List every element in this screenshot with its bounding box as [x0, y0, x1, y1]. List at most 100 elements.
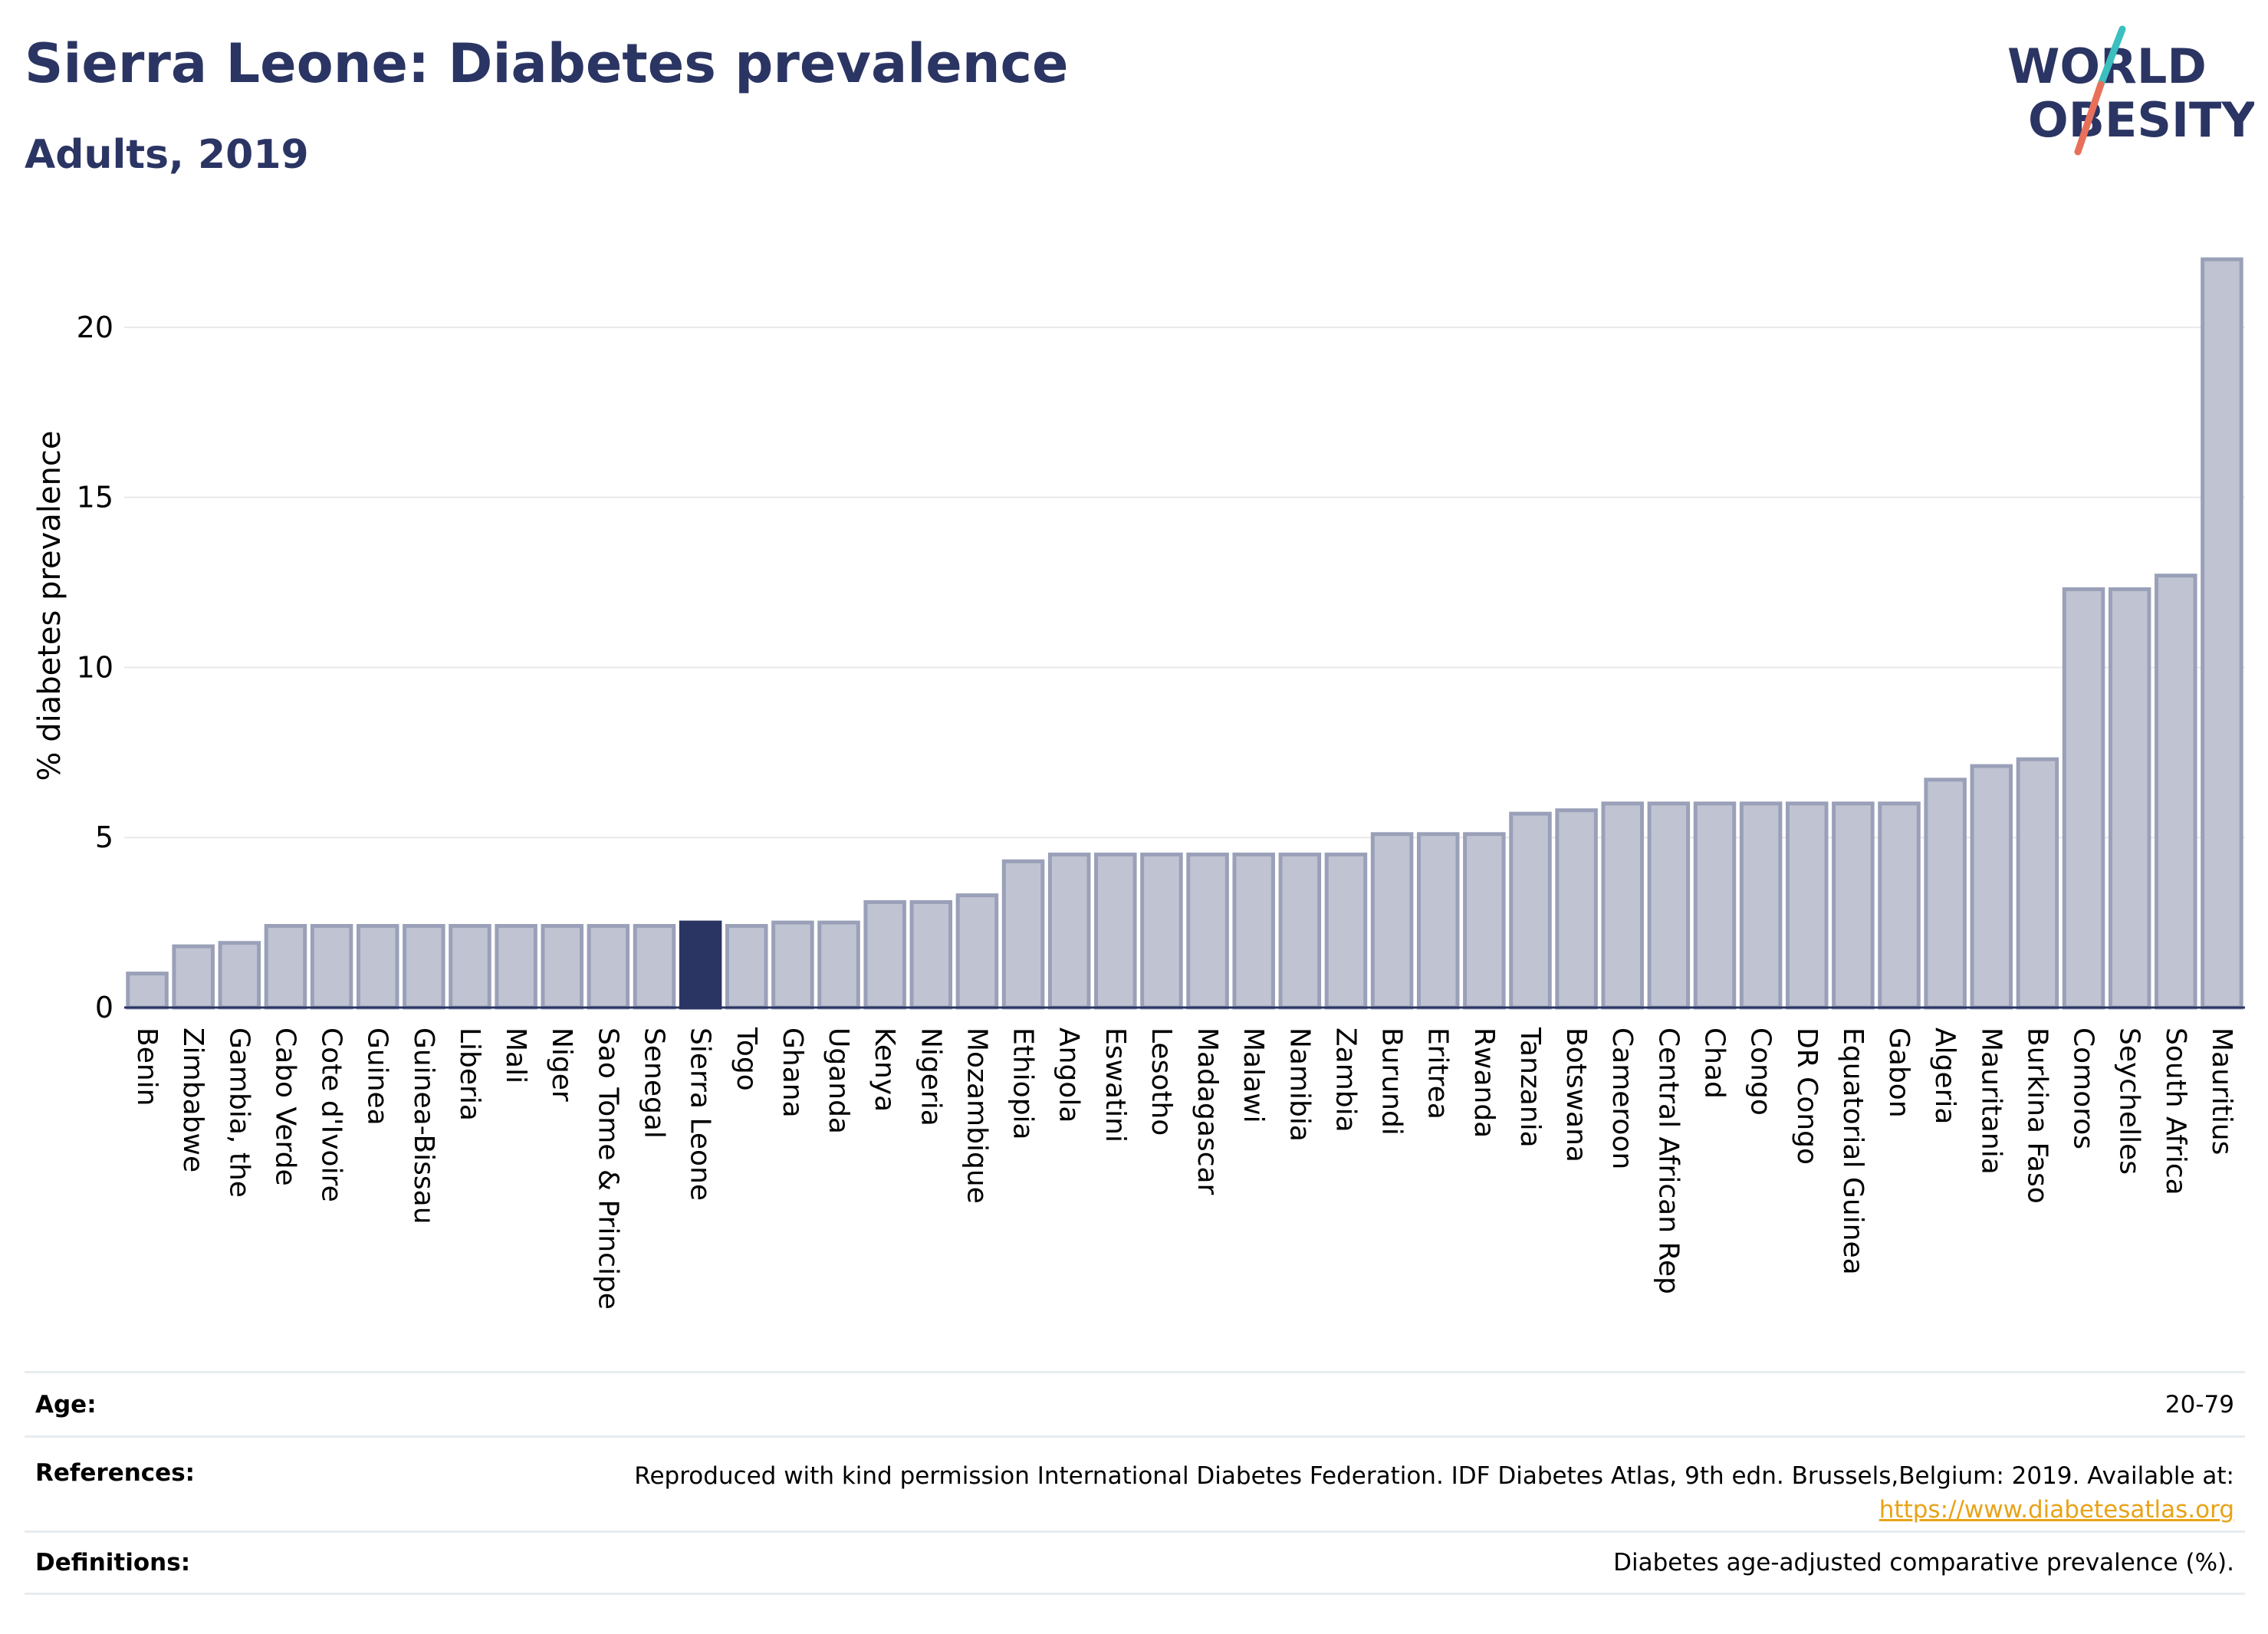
- age-value: 20-79: [2164, 1390, 2234, 1419]
- bar: [1278, 852, 1322, 1010]
- bar: [633, 924, 676, 1010]
- bar: [1001, 859, 1045, 1010]
- x-tick-label: Burkina Faso: [2021, 1027, 2053, 1204]
- bar-chart: 0 5 10 15 20 Benin Zimbabwe Gambia, the Cabo Ve…: [32, 257, 2245, 1310]
- world-obesity-logo: WORLD OBESITY: [2007, 25, 2254, 156]
- x-tick-label: Tanzania: [1514, 1027, 1546, 1148]
- x-tick-label: Equatorial Guinea: [1837, 1027, 1869, 1275]
- x-tick-label: Sierra Leone: [685, 1027, 716, 1201]
- x-tick-label: Algeria: [1929, 1027, 1961, 1125]
- bar: [264, 924, 307, 1010]
- bar: [218, 941, 261, 1010]
- logo-slash-coral: [2074, 81, 2105, 156]
- bar: [1693, 801, 1737, 1010]
- x-tick-label: Zambia: [1330, 1027, 1361, 1133]
- x-tick-label: Central African Rep: [1652, 1027, 1684, 1294]
- x-tick-label: Mozambique: [961, 1027, 992, 1204]
- bar: [1970, 764, 2013, 1010]
- bar: [1832, 801, 1875, 1010]
- x-tick-label: Cabo Verde: [269, 1027, 301, 1186]
- y-tick-label: 5: [95, 820, 113, 854]
- x-tick-label: South Africa: [2160, 1027, 2191, 1195]
- bar: [1094, 852, 1137, 1010]
- x-tick-label: Benin: [131, 1027, 163, 1106]
- bar: [1786, 801, 1829, 1010]
- x-tick-label: Congo: [1745, 1027, 1777, 1116]
- bar: [725, 924, 768, 1010]
- bar: [1463, 832, 1506, 1010]
- bar: [1555, 808, 1598, 1010]
- references-link[interactable]: https://www.diabetesatlas.org: [1878, 1496, 2234, 1524]
- bar: [2062, 587, 2105, 1010]
- x-tick-label: Eswatini: [1099, 1027, 1131, 1142]
- y-tick-label: 20: [77, 311, 113, 344]
- bar: [771, 920, 814, 1010]
- bar: [310, 924, 353, 1010]
- bar: [356, 924, 399, 1010]
- bar: [172, 944, 215, 1010]
- bar: [2155, 574, 2197, 1010]
- chart-title: Sierra Leone: Diabetes prevalence: [25, 32, 1069, 95]
- bar: [449, 924, 491, 1010]
- bar: [863, 899, 906, 1010]
- y-tick-label: 0: [95, 991, 113, 1024]
- definitions-value: Diabetes age-adjusted comparative preval…: [1613, 1549, 2234, 1576]
- bar: [1878, 801, 1921, 1010]
- x-tick-label: Guinea-Bissau: [408, 1027, 439, 1225]
- bar: [1416, 832, 1460, 1010]
- y-tick-label: 15: [77, 481, 113, 515]
- x-tick-label: Madagascar: [1192, 1027, 1223, 1195]
- x-tick-label: DR Congo: [1791, 1027, 1823, 1165]
- x-tick-label: Seychelles: [2114, 1027, 2145, 1175]
- x-tick-label: Uganda: [823, 1027, 854, 1134]
- bar: [1232, 852, 1275, 1010]
- x-tick-label: Niger: [546, 1027, 577, 1102]
- x-tick-label: Cote d'Ivoire: [316, 1027, 347, 1202]
- x-tick-label: Ghana: [777, 1027, 808, 1118]
- x-tick-label: Liberia: [454, 1027, 485, 1121]
- x-tick-label: Comoros: [2068, 1027, 2099, 1149]
- bar: [1739, 801, 1783, 1010]
- bar: [1601, 801, 1644, 1010]
- bar: [2108, 587, 2151, 1010]
- references-value: Reproduced with kind permission Internat…: [634, 1459, 2234, 1527]
- y-axis-ticks: 0 5 10 15 20: [77, 311, 113, 1024]
- x-tick-label: Ethiopia: [1007, 1027, 1039, 1140]
- bar: [403, 924, 445, 1010]
- bar: [1509, 811, 1552, 1010]
- x-tick-label: Sao Tome & Principe: [592, 1027, 623, 1310]
- logo-line-2: OBESITY: [2028, 92, 2254, 148]
- references-label: References:: [35, 1459, 196, 1487]
- x-tick-label: Rwanda: [1468, 1027, 1500, 1138]
- chart-subtitle: Adults, 2019: [25, 132, 309, 178]
- references-text: Reproduced with kind permission Internat…: [634, 1462, 2234, 1490]
- bar: [1186, 852, 1229, 1010]
- bar: [1370, 832, 1414, 1010]
- bar: [1924, 778, 1967, 1010]
- age-label: Age:: [35, 1390, 97, 1419]
- x-tick-label: Togo: [731, 1027, 762, 1091]
- x-tick-label: Lesotho: [1146, 1027, 1177, 1136]
- info-row-definitions: Definitions: Diabetes age-adjusted compa…: [25, 1530, 2245, 1595]
- x-tick-label: Nigeria: [915, 1027, 946, 1126]
- x-tick-label: Botswana: [1560, 1027, 1592, 1162]
- bar: [126, 972, 169, 1010]
- x-tick-label: Cameroon: [1606, 1027, 1638, 1169]
- x-tick-label: Guinea: [362, 1027, 393, 1126]
- x-tick-label: Angola: [1053, 1027, 1085, 1123]
- logo-slash-teal: [2097, 25, 2126, 88]
- bar: [2016, 757, 2059, 1010]
- bar: [817, 920, 860, 1010]
- bar: [541, 924, 583, 1010]
- x-tick-label: Kenya: [869, 1027, 900, 1112]
- bar: [2201, 257, 2243, 1010]
- bar: [909, 899, 953, 1010]
- grid-lines: [124, 326, 2245, 839]
- x-tick-label: Mali: [500, 1027, 531, 1083]
- bar: [1647, 801, 1691, 1010]
- bar: [679, 920, 722, 1010]
- x-tick-label: Chad: [1699, 1027, 1731, 1099]
- info-table: Age: 20-79 References: Reproduced with k…: [25, 1371, 2245, 1595]
- x-tick-label: Burundi: [1376, 1027, 1408, 1136]
- x-tick-label: Eritrea: [1422, 1027, 1454, 1119]
